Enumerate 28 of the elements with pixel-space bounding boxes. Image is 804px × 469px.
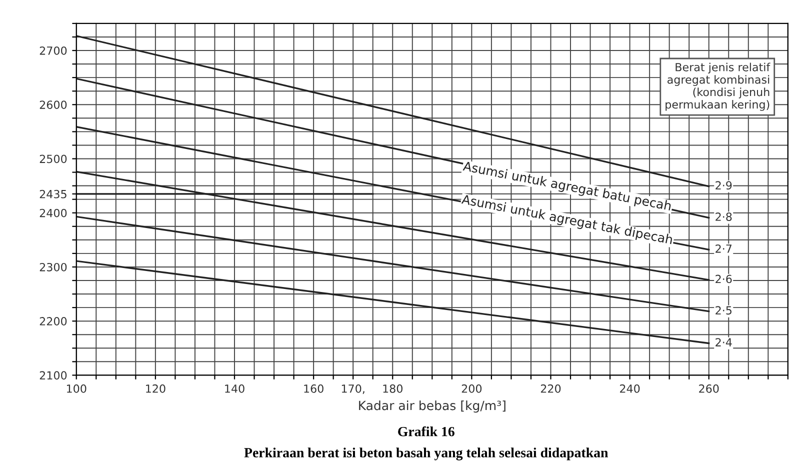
x-tick-label: 260 xyxy=(699,384,719,393)
x-tick-label: 180 xyxy=(383,384,402,393)
x-tick-label: 140 xyxy=(225,384,244,393)
series-label: 2·7 xyxy=(716,244,732,253)
text: Perkiraan berat isi beton basah yang telah selesai didapatkan xyxy=(244,448,608,460)
x-tick-label: 100 xyxy=(66,384,86,393)
series-label: 2·8 xyxy=(716,212,732,221)
y-tick-label: 2400 xyxy=(40,208,67,218)
x-tick-label: 120 xyxy=(146,384,166,393)
series-label: 2·6 xyxy=(716,274,732,284)
series-label: 2·4 xyxy=(716,338,732,346)
y-tick-label: 2100 xyxy=(40,371,67,380)
series-label: 2·5 xyxy=(716,306,732,315)
y-tick-label: 2300 xyxy=(40,262,67,272)
y-tick-label: 2700 xyxy=(40,46,67,55)
x-tick-label: 220 xyxy=(540,384,561,393)
y-tick-label: 2500 xyxy=(40,154,67,164)
series-label: 2·9 xyxy=(716,181,732,190)
x-tick-label: 240 xyxy=(620,384,640,393)
x-axis-title: Kadar air bebas [kg/m³] xyxy=(359,400,506,413)
y-tick-label: 2600 xyxy=(40,100,67,109)
text: Grafik 16 xyxy=(398,426,454,436)
annotation: Berat jenis relatif agregat kombinasi (kondisi jenuh permukaan kering) xyxy=(666,62,770,111)
x-tick-label: 170, xyxy=(342,384,364,394)
y-tick-label: 2200 xyxy=(40,317,67,326)
x-tick-label: 160 xyxy=(304,384,324,393)
y-tick-label: 2435 xyxy=(40,190,66,198)
x-tick-label: 200 xyxy=(462,384,482,393)
